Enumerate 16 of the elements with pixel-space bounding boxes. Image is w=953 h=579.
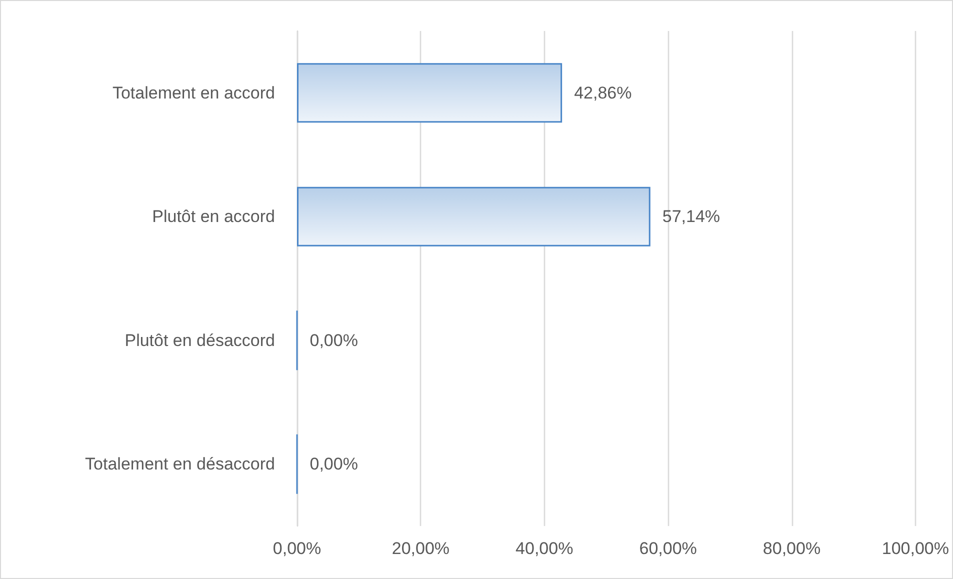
x-tick-label: 100,00%: [882, 539, 950, 558]
data-label: 0,00%: [310, 454, 358, 474]
x-tick-label: 40,00%: [516, 539, 574, 558]
y-tick-label: Totalement en désaccord: [85, 454, 275, 474]
x-tick-label: 80,00%: [762, 539, 821, 558]
data-label: 42,86%: [574, 83, 632, 102]
y-tick-label: Totalement en accord: [112, 83, 275, 102]
data-label: 0,00%: [310, 330, 358, 350]
x-tick-label: 0,00%: [272, 539, 322, 558]
bar: [297, 186, 650, 246]
bar: [297, 63, 562, 123]
x-tick-label: 60,00%: [639, 539, 697, 558]
y-tick-label: Plutôt en accord: [152, 207, 275, 226]
data-label: 57,14%: [662, 207, 720, 226]
y-tick-label: Plutôt en désaccord: [124, 330, 275, 350]
x-tick-label: 20,00%: [392, 539, 450, 558]
